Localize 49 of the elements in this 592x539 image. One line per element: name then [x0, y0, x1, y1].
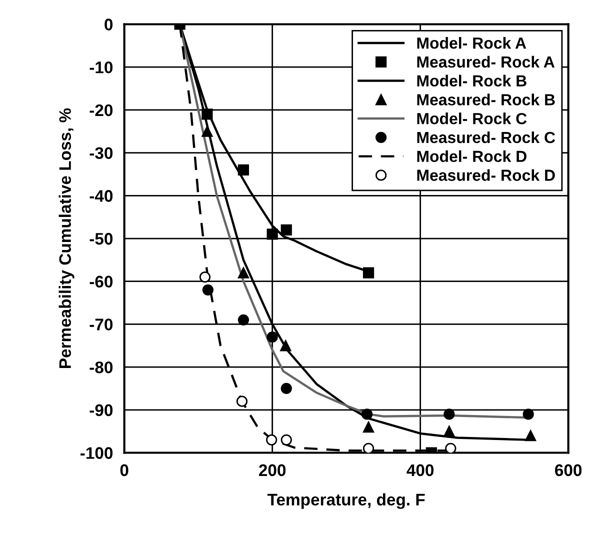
x-tick-label: 200: [258, 464, 286, 476]
point: [444, 408, 455, 420]
x-tick-label: 0: [120, 464, 128, 476]
y-axis-title: Permeability Cumulative Loss, %: [58, 108, 74, 368]
point: [280, 382, 292, 394]
point: [202, 108, 213, 120]
x-tick-label: 400: [406, 464, 434, 476]
y-tick-label: -50: [90, 232, 113, 245]
y-tick-label: -30: [90, 147, 113, 160]
x-axis-title: Temperature, deg. F: [267, 493, 425, 509]
point: [202, 284, 214, 296]
point: [525, 430, 536, 442]
point: [522, 408, 534, 420]
x-tick-label: 600: [555, 464, 582, 476]
legend-label: Model- Rock C: [417, 112, 527, 124]
y-tick-label: -20: [90, 104, 113, 116]
point: [238, 314, 250, 326]
point: [362, 421, 374, 433]
point: [362, 267, 374, 278]
legend-label: Model- Rock D: [417, 150, 526, 162]
y-tick-label: -10: [90, 62, 113, 74]
legend-label: Measured- Rock D: [417, 169, 555, 181]
point: [445, 442, 456, 453]
point: [444, 426, 455, 437]
y-tick-label: -80: [90, 361, 113, 374]
y-tick-label: -100: [80, 447, 113, 459]
legend-label: Measured- Rock A: [417, 56, 555, 68]
point: [266, 228, 278, 240]
legend-label: Measured- Rock C: [417, 131, 556, 144]
point: [280, 224, 292, 236]
point: [280, 340, 292, 352]
legend-label: Model- Rock B: [417, 74, 526, 87]
point: [238, 164, 250, 176]
point: [236, 396, 248, 407]
legend-label: Measured- Rock B: [417, 94, 555, 106]
point: [266, 434, 278, 446]
point: [266, 332, 278, 343]
point: [238, 267, 250, 278]
point: [199, 272, 211, 283]
y-tick-label: -90: [90, 404, 113, 416]
y-tick-label: -60: [90, 276, 113, 288]
point: [280, 434, 292, 446]
y-tick-label: 0: [104, 18, 113, 30]
y-tick-label: -40: [90, 190, 113, 202]
point: [362, 442, 374, 453]
point: [202, 126, 213, 137]
y-tick-label: -70: [90, 318, 113, 330]
legend-label: Model- Rock A: [417, 37, 526, 49]
point: [361, 408, 373, 420]
